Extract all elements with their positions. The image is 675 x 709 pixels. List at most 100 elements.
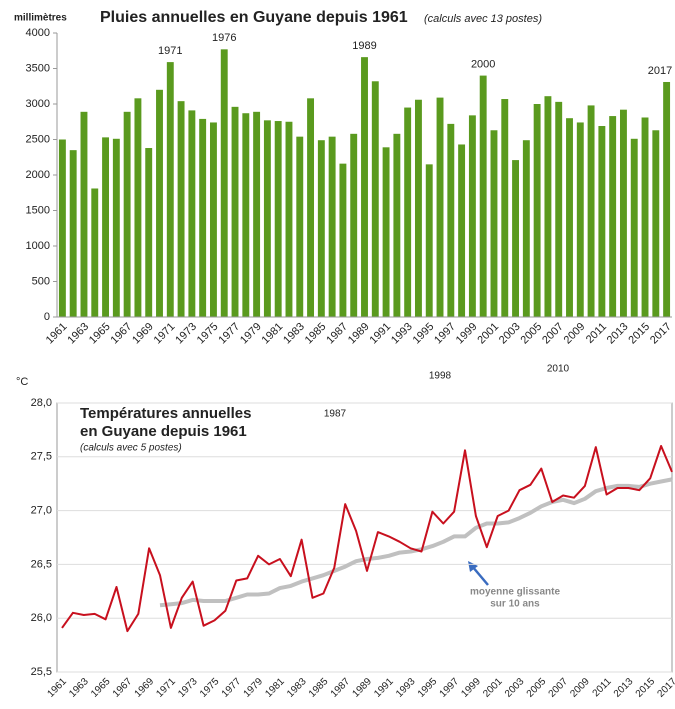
x-tick-label: 1981: [260, 321, 286, 347]
bar: [80, 111, 88, 317]
bar: [339, 163, 347, 317]
bar: [479, 75, 487, 317]
peak-label: 1989: [352, 40, 376, 52]
x-tick-label: 1987: [329, 676, 353, 700]
x-tick-label: 2007: [547, 676, 571, 700]
x-tick-label: 1965: [87, 321, 113, 347]
x-tick-label: 1973: [173, 321, 199, 347]
bar: [652, 130, 660, 317]
x-tick-label: 1979: [242, 676, 266, 700]
x-tick-label: 1969: [130, 321, 156, 347]
x-tick-label: 2003: [497, 321, 523, 347]
bar: [177, 101, 185, 317]
x-tick-label: 1961: [44, 321, 70, 347]
x-tick-label: 2015: [634, 676, 658, 700]
bar: [555, 101, 563, 318]
bar: [274, 121, 282, 317]
bar: [404, 107, 412, 317]
x-tick-label: 1985: [303, 321, 329, 347]
bar: [220, 49, 228, 318]
bar: [199, 118, 207, 317]
bar: [371, 81, 379, 317]
bar: [544, 96, 552, 317]
bar: [156, 89, 163, 317]
bar: [188, 110, 196, 317]
x-tick-label: 2015: [626, 321, 652, 347]
x-tick-label: 1993: [389, 321, 415, 347]
y-tick-label: 2000: [26, 169, 50, 181]
bar: [58, 139, 66, 317]
x-tick-label: 1981: [263, 676, 287, 700]
x-tick-label: 1997: [438, 676, 462, 700]
arrow-head: [468, 561, 478, 572]
x-tick-label: 1977: [216, 321, 242, 347]
bar: [598, 126, 606, 317]
x-tick-label: 2003: [503, 676, 527, 700]
x-tick-label: 1969: [133, 676, 157, 700]
chart-title: Pluies annuelles en Guyane depuis 1961: [100, 9, 408, 26]
bar: [69, 150, 77, 317]
bar: [458, 144, 466, 317]
x-tick-label: 2013: [605, 321, 631, 347]
bar: [112, 138, 120, 317]
x-tick-label: 1979: [238, 321, 264, 347]
y-tick-label: 3000: [26, 98, 50, 110]
bar: [619, 109, 627, 318]
x-tick-label: 1991: [367, 321, 393, 347]
x-tick-label: 1997: [432, 321, 458, 347]
x-tick-label: 1989: [346, 321, 372, 347]
x-tick-label: 1963: [67, 676, 91, 700]
y-tick-label: 0: [44, 311, 50, 323]
bar: [91, 188, 99, 317]
bar: [609, 116, 617, 317]
peak-label: 2000: [471, 59, 495, 71]
y-tick-label: 500: [32, 275, 50, 287]
bar: [630, 138, 638, 317]
bar: [533, 104, 541, 317]
bar: [641, 117, 649, 318]
x-tick-label: 2001: [481, 676, 505, 700]
x-tick-label: 1971: [152, 321, 178, 347]
y-tick-label: 1000: [26, 240, 50, 252]
bar: [566, 118, 573, 317]
x-tick-label: 1987: [324, 321, 350, 347]
x-tick-label: 1963: [65, 321, 91, 347]
bar: [393, 133, 401, 317]
chart-title: en Guyane depuis 1961: [80, 423, 247, 440]
bar: [663, 81, 671, 318]
bar: [296, 136, 304, 317]
moving-average-line: [159, 477, 673, 608]
y-tick-label: 25,5: [31, 666, 52, 678]
bar: [501, 99, 509, 317]
x-tick-label: 2009: [568, 676, 592, 700]
bar: [468, 115, 476, 317]
title-box: [76, 406, 276, 458]
x-tick-label: 1999: [459, 676, 483, 700]
bar: [209, 122, 217, 318]
x-tick-label: 2013: [612, 676, 636, 700]
bar: [522, 140, 530, 317]
bar: [317, 140, 325, 317]
y-tick-label: 27,0: [31, 505, 52, 517]
x-tick-label: 1985: [307, 676, 331, 700]
y-tick-label: 2500: [26, 133, 50, 145]
bar: [134, 98, 142, 317]
peak-label: 1976: [212, 32, 236, 44]
bar: [307, 98, 315, 317]
x-tick-label: 1973: [176, 676, 200, 700]
y-tick-label: 3500: [26, 62, 50, 74]
bar: [123, 111, 131, 317]
note: 1998: [429, 371, 452, 382]
bar: [512, 160, 520, 317]
x-tick-label: 2011: [584, 321, 609, 346]
bar: [587, 105, 595, 317]
x-tick-label: 2007: [540, 321, 566, 347]
bar: [242, 113, 250, 317]
x-tick-label: 2017: [648, 321, 674, 347]
y-tick-label: 1500: [26, 204, 50, 216]
x-tick-label: 1971: [154, 676, 178, 700]
bar: [382, 147, 390, 317]
bar: [576, 122, 584, 318]
chart-subtitle: (calculs avec 5 postes): [80, 443, 182, 454]
